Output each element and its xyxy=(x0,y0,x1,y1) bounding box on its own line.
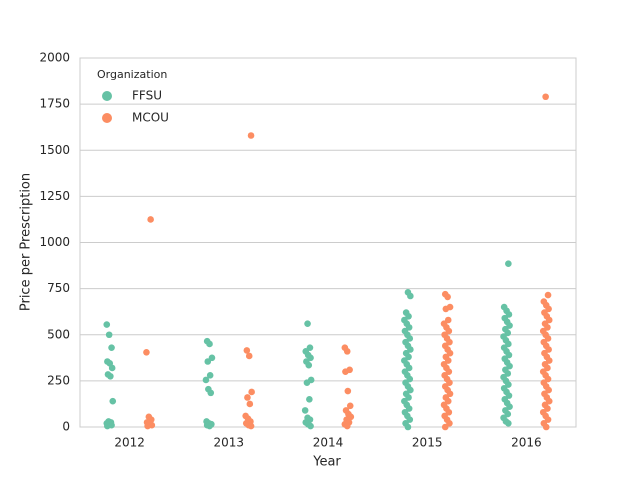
y-tick-label: 1750 xyxy=(39,97,70,111)
y-tick-label: 1250 xyxy=(39,189,70,203)
strip-point xyxy=(248,388,255,396)
strip-point xyxy=(407,292,414,300)
strip-point xyxy=(306,396,313,403)
y-tick-label: 1000 xyxy=(39,235,70,249)
strip-point xyxy=(206,372,214,379)
strip-point xyxy=(307,422,314,430)
strip-point xyxy=(505,260,512,268)
y-tick-label: 750 xyxy=(47,281,70,295)
y-tick-label: 500 xyxy=(47,327,70,341)
strip-point xyxy=(304,320,311,327)
legend-marker xyxy=(102,91,112,101)
strip-point xyxy=(105,331,113,339)
strip-point xyxy=(202,376,210,384)
strip-point xyxy=(108,344,115,351)
strip-point xyxy=(144,422,151,430)
legend-label: MCOU xyxy=(132,111,169,125)
x-tick-label: 2016 xyxy=(511,436,542,450)
strip-point xyxy=(103,321,111,328)
strip-point xyxy=(246,400,254,408)
strip-point xyxy=(542,423,550,431)
strip-point xyxy=(243,347,251,354)
strip-point xyxy=(404,423,412,431)
strip-point xyxy=(346,402,354,410)
strip-point xyxy=(247,422,255,430)
strip-point xyxy=(108,364,116,372)
y-tick-label: 2000 xyxy=(39,51,70,65)
strip-point xyxy=(244,394,251,401)
strip-point xyxy=(441,423,449,431)
strip-point xyxy=(245,352,253,360)
legend-title: Organization xyxy=(97,68,167,81)
strip-point xyxy=(143,348,150,356)
strip-point xyxy=(301,407,309,414)
strip-point xyxy=(444,293,451,301)
strip-point xyxy=(344,387,352,395)
x-tick-label: 2013 xyxy=(214,436,245,450)
strip-point xyxy=(207,389,215,397)
strip-point xyxy=(342,368,349,375)
y-tick-label: 250 xyxy=(47,373,70,387)
strip-point xyxy=(343,348,351,355)
strip-point xyxy=(107,372,114,380)
strip-point xyxy=(147,216,154,223)
y-axis-label: Price per Prescription xyxy=(19,173,34,311)
x-axis-label: Year xyxy=(312,455,341,470)
strip-point xyxy=(544,291,552,299)
strip-point xyxy=(104,422,111,430)
strip-point xyxy=(505,420,512,427)
x-tick-label: 2012 xyxy=(114,436,145,450)
legend-marker xyxy=(102,113,112,123)
strip-point xyxy=(442,305,450,313)
strip-point xyxy=(343,422,351,430)
strip-point xyxy=(109,397,117,405)
plot-frame xyxy=(79,57,577,428)
x-tick-label: 2015 xyxy=(412,436,443,450)
strip-point xyxy=(542,93,549,101)
strip-point xyxy=(206,340,213,348)
x-tick-label: 2014 xyxy=(313,436,344,450)
y-tick-label: 1500 xyxy=(39,143,70,157)
y-tick-label: 0 xyxy=(62,420,70,434)
strip-point xyxy=(305,361,313,369)
strip-point xyxy=(247,132,255,139)
strip-point xyxy=(204,358,212,365)
legend-label: FFSU xyxy=(132,89,162,103)
strip-point xyxy=(206,422,213,430)
strip-point xyxy=(303,379,311,387)
